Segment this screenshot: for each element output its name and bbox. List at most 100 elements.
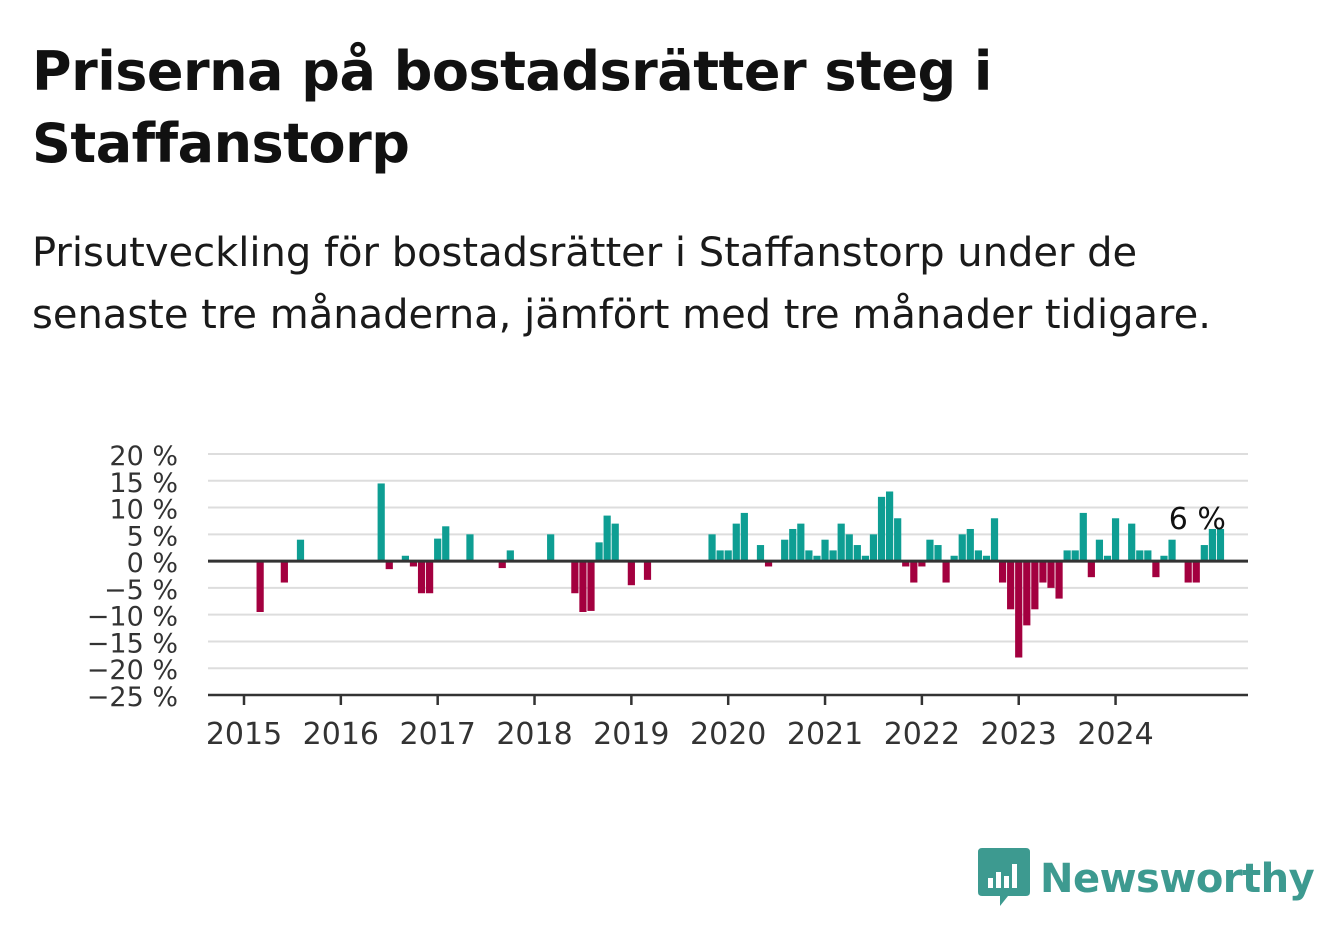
bar xyxy=(1039,561,1047,583)
bar xyxy=(877,496,886,562)
bar xyxy=(966,528,974,562)
bar xyxy=(974,550,982,562)
bar xyxy=(894,518,902,562)
x-tick-label: 2018 xyxy=(496,717,572,752)
bar xyxy=(579,561,587,612)
bar xyxy=(434,538,442,562)
y-tick-label: −10 % xyxy=(87,602,178,633)
bar xyxy=(716,550,724,562)
bar xyxy=(571,561,579,594)
bar xyxy=(256,561,264,612)
bar xyxy=(1087,561,1095,578)
bar xyxy=(426,561,434,594)
bar xyxy=(845,534,853,562)
bar xyxy=(587,561,595,611)
bar xyxy=(837,523,845,562)
bar xyxy=(1184,561,1192,583)
bar xyxy=(1031,561,1039,610)
y-tick-label: 15 % xyxy=(109,468,178,499)
bar xyxy=(990,518,999,562)
bar xyxy=(442,526,450,562)
bar xyxy=(958,534,966,562)
bar xyxy=(902,561,910,567)
y-tick-label: −20 % xyxy=(87,655,178,686)
bar xyxy=(1079,512,1087,562)
bar xyxy=(1023,561,1031,626)
bar xyxy=(740,512,748,562)
x-tick-label: 2023 xyxy=(981,717,1057,752)
bar xyxy=(611,523,619,562)
bar xyxy=(732,523,740,562)
bar xyxy=(466,534,474,562)
brand-name: Newsworthy xyxy=(1040,856,1315,902)
bar xyxy=(797,523,805,562)
x-tick-label: 2017 xyxy=(400,717,476,752)
bar xyxy=(1055,561,1063,599)
bar xyxy=(789,528,797,562)
x-tick-label: 2016 xyxy=(303,717,379,752)
bar xyxy=(805,550,813,562)
chart-subtitle: Prisutveckling för bostadsrätter i Staff… xyxy=(32,230,1211,338)
bar xyxy=(886,491,894,562)
last-value-label: 6 % xyxy=(1169,502,1226,537)
y-tick-label: 0 % xyxy=(127,548,178,579)
bar xyxy=(1136,550,1144,562)
y-tick-label: −25 % xyxy=(87,682,178,713)
bar xyxy=(950,555,958,562)
bar xyxy=(781,539,789,562)
bar xyxy=(910,561,918,583)
y-tick-label: 10 % xyxy=(109,495,178,526)
bar xyxy=(934,545,942,562)
bar xyxy=(1168,539,1176,562)
bar xyxy=(1144,550,1152,562)
y-tick-label: −15 % xyxy=(87,628,178,659)
x-tick-label: 2021 xyxy=(787,717,863,752)
newsworthy-logo: Newsworthy xyxy=(978,848,1315,910)
x-tick-label: 2015 xyxy=(206,717,282,752)
bar xyxy=(998,561,1007,583)
bar xyxy=(918,561,926,567)
bar xyxy=(547,534,555,562)
bar xyxy=(595,542,603,562)
bar xyxy=(708,534,716,562)
bar xyxy=(1111,518,1120,562)
bar xyxy=(942,561,950,583)
bar xyxy=(1047,561,1055,588)
bar xyxy=(861,555,869,562)
bar xyxy=(377,483,385,562)
x-tick-label: 2024 xyxy=(1077,717,1153,752)
bar xyxy=(813,555,821,562)
bar xyxy=(296,539,305,562)
bar xyxy=(627,561,635,586)
bar xyxy=(756,545,765,562)
bar xyxy=(1103,555,1112,562)
bar xyxy=(506,550,514,562)
y-tick-label: 20 % xyxy=(109,441,178,472)
y-tick-label: −5 % xyxy=(104,575,178,606)
bar xyxy=(498,561,506,569)
bar xyxy=(926,539,934,562)
bar xyxy=(385,561,393,570)
bar xyxy=(869,534,878,562)
bar xyxy=(829,550,837,562)
bar xyxy=(1015,561,1023,658)
bar xyxy=(982,555,991,562)
bar xyxy=(409,561,418,567)
bar xyxy=(280,561,288,583)
bar xyxy=(1063,550,1071,562)
bar xyxy=(1216,528,1225,562)
bar xyxy=(417,561,426,594)
bar xyxy=(821,539,829,562)
x-tick-label: 2022 xyxy=(884,717,960,752)
bar xyxy=(724,550,732,562)
bar xyxy=(1160,555,1168,562)
bar xyxy=(643,561,652,580)
bar xyxy=(603,515,611,562)
bar xyxy=(1128,523,1136,562)
bar xyxy=(401,555,409,562)
bar-chart: 20 %15 %10 %5 %0 %−5 %−10 %−15 %−20 %−25… xyxy=(87,441,1248,752)
bar xyxy=(1200,545,1208,562)
bar xyxy=(1007,561,1015,610)
x-tick-label: 2020 xyxy=(690,717,766,752)
y-tick-label: 5 % xyxy=(127,521,178,552)
